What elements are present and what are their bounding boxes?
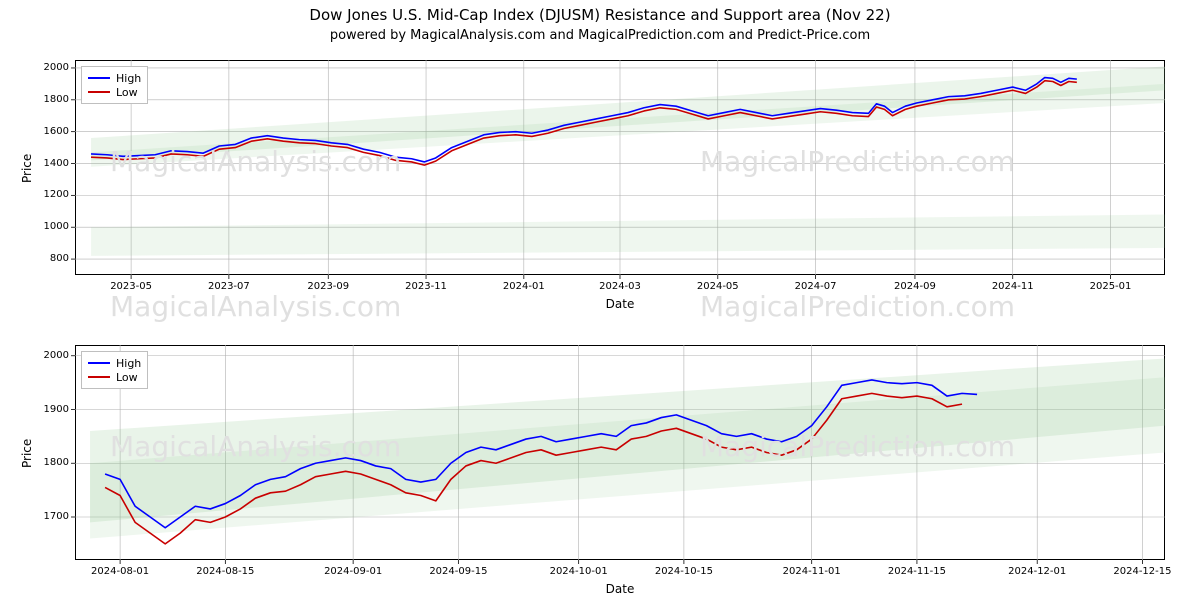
x-tick-label: 2024-09-15 — [429, 566, 487, 577]
legend-label-low: Low — [116, 371, 138, 384]
bottom-x-label: Date — [75, 582, 1165, 596]
x-tick-label: 2024-11-01 — [783, 566, 841, 577]
legend-swatch-low-icon — [88, 376, 110, 378]
x-tick-label: 2024-08-15 — [196, 566, 254, 577]
x-tick-label: 2024-10-01 — [550, 566, 608, 577]
legend-item-low: Low — [88, 370, 141, 384]
legend-swatch-high-icon — [88, 362, 110, 364]
legend-item-high: High — [88, 356, 141, 370]
x-tick-label: 2024-09-01 — [324, 566, 382, 577]
x-tick-label: 2024-08-01 — [91, 566, 149, 577]
bottom-y-label: Price — [20, 438, 34, 467]
y-tick-label: 1800 — [29, 457, 69, 468]
x-tick-label: 2024-11-15 — [888, 566, 946, 577]
x-tick-label: 2024-12-01 — [1008, 566, 1066, 577]
x-tick-label: 2024-12-15 — [1113, 566, 1171, 577]
x-tick-label: 2024-10-15 — [655, 566, 713, 577]
bottom-panel-svg — [0, 0, 1200, 600]
bottom-legend: High Low — [81, 351, 148, 389]
figure: Dow Jones U.S. Mid-Cap Index (DJUSM) Res… — [0, 0, 1200, 600]
y-tick-label: 1900 — [29, 404, 69, 415]
legend-label-high: High — [116, 357, 141, 370]
y-tick-label: 2000 — [29, 350, 69, 361]
y-tick-label: 1700 — [29, 511, 69, 522]
